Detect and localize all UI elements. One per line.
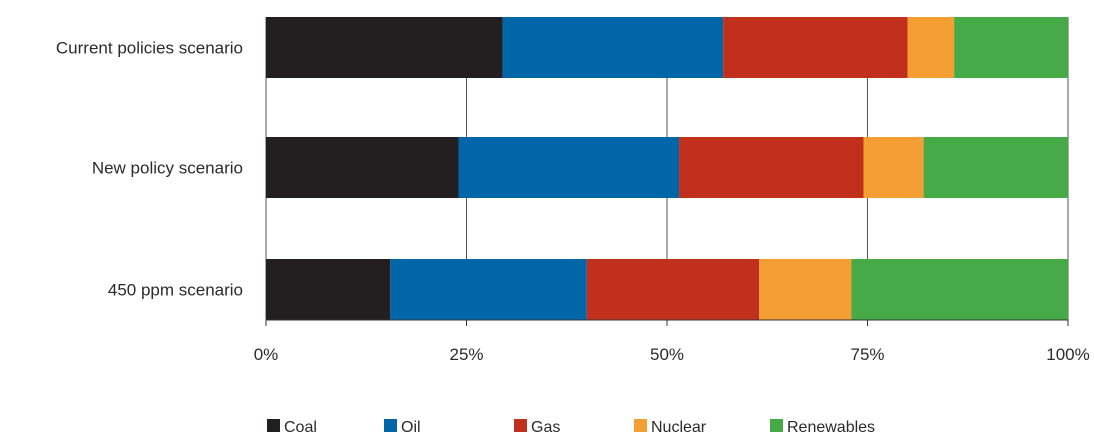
- legend: Coal Oil Gas Nuclear Renewables: [267, 419, 875, 436]
- x-tick-label: 75%: [850, 345, 884, 364]
- bar-segment-gas-1: [723, 17, 908, 78]
- legend-swatch-coal: [267, 419, 280, 432]
- legend-label-gas: Gas: [531, 419, 560, 434]
- category-label: New policy scenario: [92, 159, 243, 178]
- bar-segment-coal-1: [266, 17, 503, 78]
- bar-segment-renewables-3: [851, 259, 1068, 320]
- legend-label-coal: Coal: [284, 419, 317, 434]
- bar-segment-renewables-2: [923, 137, 1068, 198]
- bars: [266, 17, 1068, 320]
- legend-swatch-nuclear: [634, 419, 647, 432]
- bar-segment-oil-1: [502, 17, 724, 78]
- bar-segment-nuclear-2: [863, 137, 924, 198]
- bar-segment-nuclear-3: [759, 259, 852, 320]
- bar-segment-nuclear-1: [907, 17, 955, 78]
- category-label: Current policies scenario: [56, 39, 243, 58]
- legend-label-renewables: Renewables: [787, 419, 875, 434]
- legend-swatch-renewables: [770, 419, 783, 432]
- category-label: 450 ppm scenario: [108, 281, 243, 300]
- bar-segment-coal-2: [266, 137, 459, 198]
- legend-label-oil: Oil: [401, 419, 421, 434]
- x-tick-label: 25%: [449, 345, 483, 364]
- bar-segment-oil-3: [390, 259, 587, 320]
- bar-segment-renewables-1: [954, 17, 1068, 78]
- x-axis: 0% 25% 50% 75% 100%: [254, 319, 1090, 364]
- x-tick-label: 50%: [650, 345, 684, 364]
- bar-segment-coal-3: [266, 259, 391, 320]
- x-tick-label: 100%: [1046, 345, 1089, 364]
- category-labels: Current policies scenario New policy scen…: [56, 39, 243, 300]
- legend-label-nuclear: Nuclear: [651, 419, 707, 434]
- bar-segment-gas-2: [679, 137, 864, 198]
- legend-swatch-oil: [384, 419, 397, 432]
- x-tick-label: 0%: [254, 345, 279, 364]
- bar-segment-gas-3: [586, 259, 760, 320]
- bar-segment-oil-2: [458, 137, 680, 198]
- legend-swatch-gas: [514, 419, 527, 432]
